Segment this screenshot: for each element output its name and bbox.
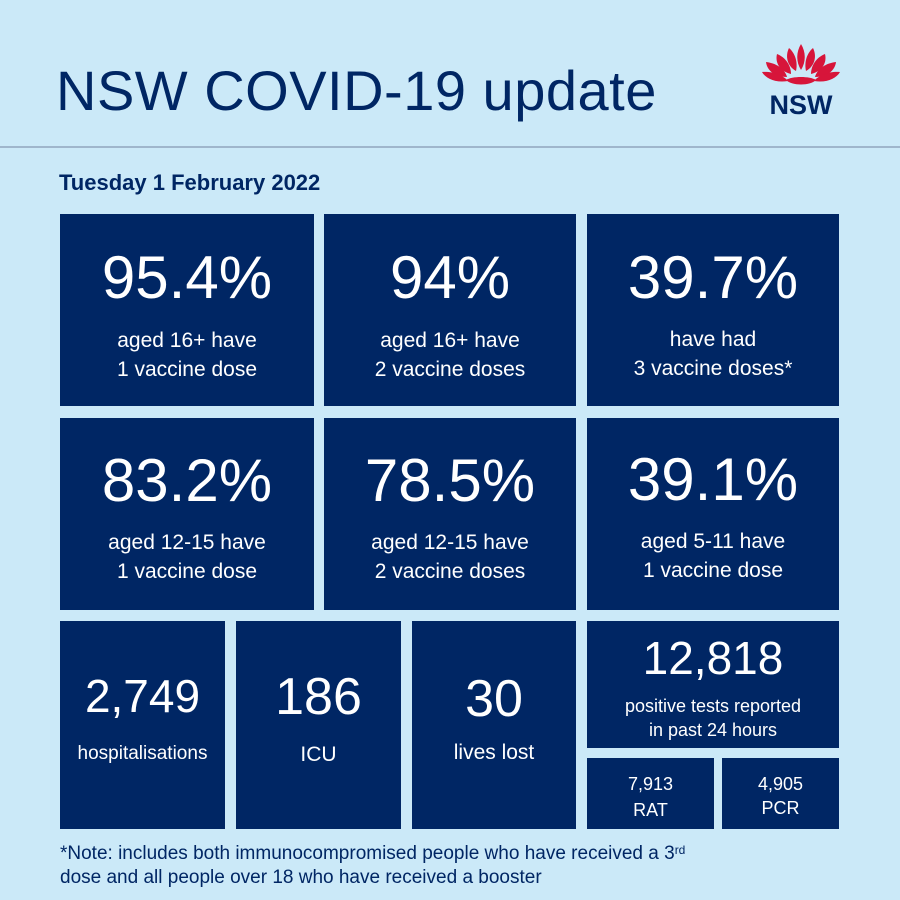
stat-label: ICU: [300, 743, 337, 766]
stat-value: 2,749: [84, 670, 201, 722]
stat-label-line1: aged 16+ have: [117, 329, 257, 352]
logo-text: NSW: [769, 90, 833, 120]
footnote: *Note: includes both immunocompromised p…: [60, 842, 880, 890]
stat-card-5-11-1-dose: 39.1% aged 5-11 have 1 vaccine dose: [587, 418, 839, 610]
nsw-logo: NSW: [756, 40, 846, 124]
footnote-text-part2: dose and all people over 18 who have rec…: [60, 867, 542, 888]
waratah-flower-icon: [762, 44, 840, 85]
stat-label-line2: 1 vaccine dose: [642, 559, 784, 582]
stat-label-line1: aged 16+ have: [380, 329, 520, 352]
stat-card-12-15-2-doses: 78.5% aged 12-15 have 2 vaccine doses: [324, 418, 576, 610]
stat-label: PCR: [761, 798, 800, 818]
stat-card-hospitalisations: 2,749 hospitalisations: [60, 621, 225, 829]
stat-label-line1: have had: [669, 328, 757, 351]
stat-label-line2: 3 vaccine doses*: [633, 357, 793, 380]
stat-value: 39.7%: [627, 244, 799, 311]
stat-label-line2: 2 vaccine doses: [374, 560, 526, 583]
stat-value: 12,818: [642, 632, 784, 684]
stat-label-line2: 2 vaccine doses: [374, 358, 526, 381]
stat-card-16plus-1-dose: 95.4% aged 16+ have 1 vaccine dose: [60, 214, 314, 406]
stat-card-positive-tests: 12,818 positive tests reported in past 2…: [587, 621, 839, 748]
stat-label-line2: 1 vaccine dose: [116, 560, 258, 583]
stat-card-pcr: 4,905 PCR: [722, 758, 839, 829]
report-date: Tuesday 1 February 2022: [59, 170, 321, 195]
stat-label-line1: aged 12-15 have: [108, 531, 266, 554]
stat-value: 186: [275, 668, 362, 726]
stat-label-line1: aged 5-11 have: [640, 530, 786, 553]
stat-card-16plus-2-doses: 94% aged 16+ have 2 vaccine doses: [324, 214, 576, 406]
stat-label: lives lost: [453, 741, 535, 764]
header: NSW COVID-19 update NSW: [0, 0, 900, 148]
stat-card-3-doses: 39.7% have had 3 vaccine doses*: [587, 214, 839, 406]
stat-value: 95.4%: [101, 244, 273, 311]
footnote-superscript: rd: [674, 843, 686, 857]
stat-label: RAT: [633, 800, 668, 820]
stat-value: 78.5%: [364, 447, 536, 514]
stat-value: 30: [465, 670, 523, 728]
stat-label-line1: aged 12-15 have: [371, 531, 529, 554]
stat-card-icu: 186 ICU: [236, 621, 401, 829]
footnote-text-part1: *Note: includes both immunocompromised p…: [60, 843, 675, 864]
page-title: NSW COVID-19 update: [56, 59, 657, 122]
stat-value: 94%: [389, 244, 511, 311]
stat-card-12-15-1-dose: 83.2% aged 12-15 have 1 vaccine dose: [60, 418, 314, 610]
stat-value: 7,913: [627, 774, 674, 794]
stat-card-rat: 7,913 RAT: [587, 758, 714, 829]
stat-label-line2: 1 vaccine dose: [116, 358, 258, 381]
stat-card-lives-lost: 30 lives lost: [412, 621, 576, 829]
stat-label: hospitalisations: [77, 743, 208, 764]
stat-value: 83.2%: [101, 447, 273, 514]
stat-value: 39.1%: [627, 446, 799, 513]
stat-label-line2: in past 24 hours: [648, 720, 778, 740]
stat-label-line1: positive tests reported: [624, 696, 802, 716]
stat-value: 4,905: [757, 774, 804, 794]
